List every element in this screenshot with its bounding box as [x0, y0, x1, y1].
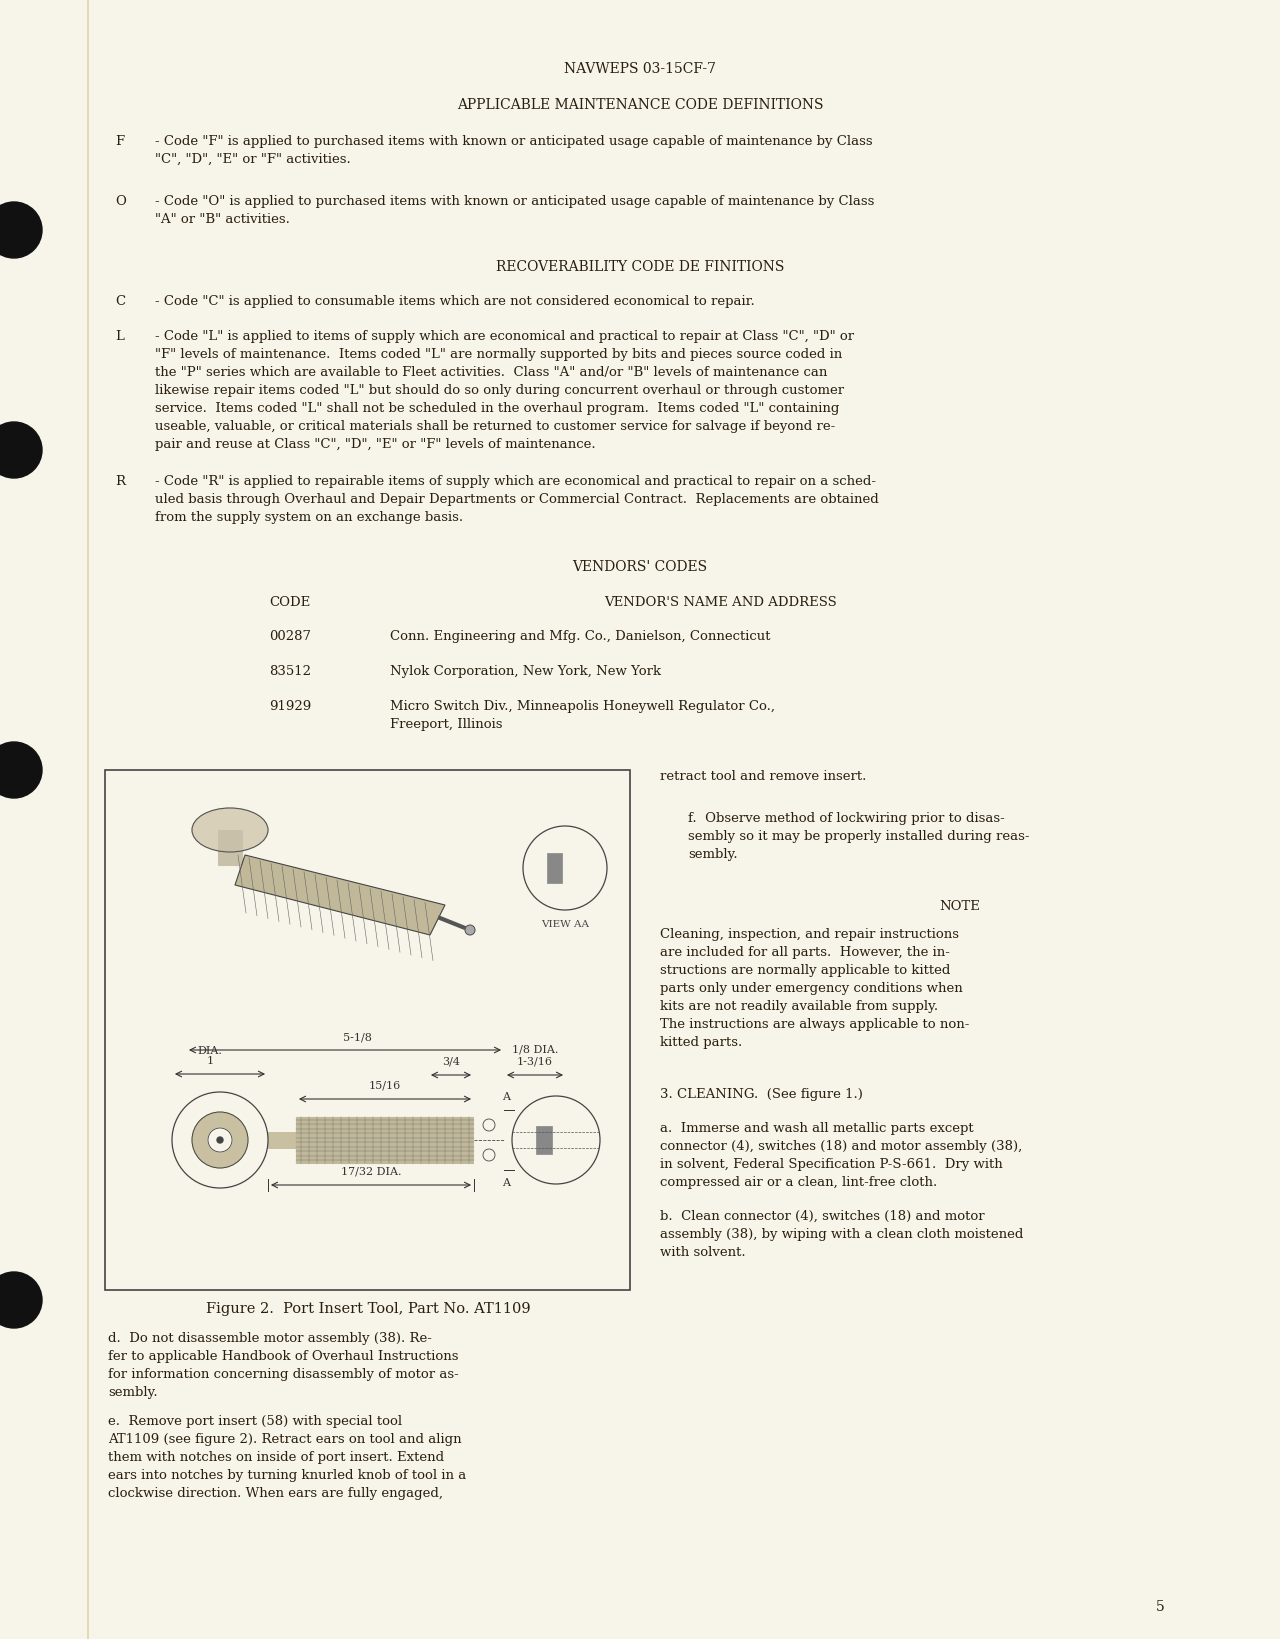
Circle shape	[483, 1149, 495, 1160]
Bar	[105, 770, 630, 1290]
Text: f.  Observe method of lockwiring prior to disas-: f. Observe method of lockwiring prior to…	[689, 811, 1005, 824]
Text: Figure 2.  Port Insert Tool, Part No. AT1109: Figure 2. Port Insert Tool, Part No. AT1…	[206, 1301, 530, 1316]
Text: C: C	[115, 295, 125, 308]
Text: 5-1/8: 5-1/8	[343, 1033, 371, 1042]
Text: L: L	[115, 329, 124, 343]
Text: - Code "F" is applied to purchased items with known or anticipated usage capable: - Code "F" is applied to purchased items…	[155, 134, 873, 148]
Text: Cleaning, inspection, and repair instructions: Cleaning, inspection, and repair instruc…	[660, 928, 959, 941]
Circle shape	[0, 421, 42, 479]
Circle shape	[0, 1272, 42, 1328]
Bar	[218, 829, 242, 865]
Circle shape	[0, 202, 42, 257]
Text: DIA.: DIA.	[197, 1046, 223, 1056]
Text: for information concerning disassembly of motor as-: for information concerning disassembly o…	[108, 1369, 458, 1382]
Text: - Code "L" is applied to items of supply which are economical and practical to r: - Code "L" is applied to items of supply…	[155, 329, 854, 343]
Bar	[536, 1126, 552, 1154]
Text: - Code "C" is applied to consumable items which are not considered economical to: - Code "C" is applied to consumable item…	[155, 295, 755, 308]
Text: 1: 1	[206, 1056, 214, 1065]
Circle shape	[524, 826, 607, 910]
Text: them with notches on inside of port insert. Extend: them with notches on inside of port inse…	[108, 1451, 444, 1464]
Text: A: A	[502, 1178, 509, 1188]
Text: Conn. Engineering and Mfg. Co., Danielson, Connecticut: Conn. Engineering and Mfg. Co., Danielso…	[390, 629, 771, 642]
Text: sembly.: sembly.	[108, 1387, 157, 1400]
Text: useable, valuable, or critical materials shall be returned to customer service f: useable, valuable, or critical materials…	[155, 420, 836, 433]
Bar	[547, 852, 562, 883]
Text: 00287: 00287	[269, 629, 311, 642]
Text: VENDOR'S NAME AND ADDRESS: VENDOR'S NAME AND ADDRESS	[604, 597, 836, 610]
Text: "A" or "B" activities.: "A" or "B" activities.	[155, 213, 289, 226]
Text: in solvent, Federal Specification P-S-661.  Dry with: in solvent, Federal Specification P-S-66…	[660, 1159, 1002, 1170]
Circle shape	[512, 1096, 600, 1183]
Text: 1-3/16: 1-3/16	[517, 1057, 553, 1067]
Text: Nylok Corporation, New York, New York: Nylok Corporation, New York, New York	[390, 665, 662, 679]
Text: kits are not readily available from supply.: kits are not readily available from supp…	[660, 1000, 938, 1013]
Text: clockwise direction. When ears are fully engaged,: clockwise direction. When ears are fully…	[108, 1487, 443, 1500]
Text: uled basis through Overhaul and Depair Departments or Commercial Contract.  Repl: uled basis through Overhaul and Depair D…	[155, 493, 879, 506]
Polygon shape	[236, 856, 445, 934]
Text: A: A	[502, 1092, 509, 1101]
Circle shape	[172, 1092, 268, 1188]
Text: 15/16: 15/16	[369, 1082, 401, 1092]
Text: connector (4), switches (18) and motor assembly (38),: connector (4), switches (18) and motor a…	[660, 1141, 1023, 1152]
Text: a.  Immerse and wash all metallic parts except: a. Immerse and wash all metallic parts e…	[660, 1123, 974, 1134]
Text: the "P" series which are available to Fleet activities.  Class "A" and/or "B" le: the "P" series which are available to Fl…	[155, 365, 827, 379]
Text: - Code "O" is applied to purchased items with known or anticipated usage capable: - Code "O" is applied to purchased items…	[155, 195, 874, 208]
Text: from the supply system on an exchange basis.: from the supply system on an exchange ba…	[155, 511, 463, 524]
Text: 91929: 91929	[269, 700, 311, 713]
Text: are included for all parts.  However, the in-: are included for all parts. However, the…	[660, 946, 950, 959]
Circle shape	[465, 924, 475, 934]
Text: VIEW AA: VIEW AA	[541, 919, 589, 929]
Text: compressed air or a clean, lint-free cloth.: compressed air or a clean, lint-free clo…	[660, 1177, 937, 1188]
Text: 3/4: 3/4	[442, 1057, 460, 1067]
Text: O: O	[115, 195, 125, 208]
Text: sembly.: sembly.	[689, 847, 737, 860]
Text: APPLICABLE MAINTENANCE CODE DEFINITIONS: APPLICABLE MAINTENANCE CODE DEFINITIONS	[457, 98, 823, 111]
Text: d.  Do not disassemble motor assembly (38). Re-: d. Do not disassemble motor assembly (38…	[108, 1333, 431, 1346]
Text: The instructions are always applicable to non-: The instructions are always applicable t…	[660, 1018, 969, 1031]
Text: ears into notches by turning knurled knob of tool in a: ears into notches by turning knurled kno…	[108, 1469, 466, 1482]
Text: "F" levels of maintenance.  Items coded "L" are normally supported by bits and p: "F" levels of maintenance. Items coded "…	[155, 347, 842, 361]
Circle shape	[0, 742, 42, 798]
Text: likewise repair items coded "L" but should do so only during concurrent overhaul: likewise repair items coded "L" but shou…	[155, 384, 844, 397]
Text: 83512: 83512	[269, 665, 311, 679]
Circle shape	[192, 1111, 248, 1169]
Text: service.  Items coded "L" shall not be scheduled in the overhaul program.  Items: service. Items coded "L" shall not be sc…	[155, 402, 840, 415]
Bar	[268, 1133, 296, 1147]
Text: Freeport, Illinois: Freeport, Illinois	[390, 718, 503, 731]
Text: e.  Remove port insert (58) with special tool: e. Remove port insert (58) with special …	[108, 1414, 402, 1428]
Ellipse shape	[192, 808, 268, 852]
Bar	[561, 1126, 576, 1154]
Text: sembly so it may be properly installed during reas-: sembly so it may be properly installed d…	[689, 829, 1029, 842]
Text: NAVWEPS 03-15CF-7: NAVWEPS 03-15CF-7	[564, 62, 716, 75]
Text: 17/32 DIA.: 17/32 DIA.	[340, 1167, 402, 1177]
Text: Micro Switch Div., Minneapolis Honeywell Regulator Co.,: Micro Switch Div., Minneapolis Honeywell…	[390, 700, 774, 713]
Bar	[474, 1110, 504, 1170]
Bar	[296, 1118, 474, 1164]
Bar	[568, 852, 582, 883]
Text: with solvent.: with solvent.	[660, 1246, 746, 1259]
Circle shape	[218, 1137, 223, 1142]
Text: pair and reuse at Class "C", "D", "E" or "F" levels of maintenance.: pair and reuse at Class "C", "D", "E" or…	[155, 438, 595, 451]
Text: assembly (38), by wiping with a clean cloth moistened: assembly (38), by wiping with a clean cl…	[660, 1228, 1024, 1241]
Text: b.  Clean connector (4), switches (18) and motor: b. Clean connector (4), switches (18) an…	[660, 1210, 984, 1223]
Text: retract tool and remove insert.: retract tool and remove insert.	[660, 770, 867, 783]
Circle shape	[207, 1128, 232, 1152]
Text: - Code "R" is applied to repairable items of supply which are economical and pra: - Code "R" is applied to repairable item…	[155, 475, 876, 488]
Text: AT1109 (see figure 2). Retract ears on tool and align: AT1109 (see figure 2). Retract ears on t…	[108, 1432, 462, 1446]
Text: 5: 5	[1156, 1600, 1165, 1614]
Text: "C", "D", "E" or "F" activities.: "C", "D", "E" or "F" activities.	[155, 152, 351, 166]
Text: 3. CLEANING.  (See figure 1.): 3. CLEANING. (See figure 1.)	[660, 1088, 863, 1101]
Text: CODE: CODE	[269, 597, 311, 610]
Text: VENDORS' CODES: VENDORS' CODES	[572, 561, 708, 574]
Text: fer to applicable Handbook of Overhaul Instructions: fer to applicable Handbook of Overhaul I…	[108, 1351, 458, 1364]
Text: R: R	[115, 475, 125, 488]
Text: parts only under emergency conditions when: parts only under emergency conditions wh…	[660, 982, 963, 995]
Text: RECOVERABILITY CODE DE FINITIONS: RECOVERABILITY CODE DE FINITIONS	[495, 261, 785, 274]
Text: NOTE: NOTE	[940, 900, 980, 913]
Text: 1/8 DIA.: 1/8 DIA.	[512, 1046, 558, 1056]
Text: kitted parts.: kitted parts.	[660, 1036, 742, 1049]
Text: F: F	[115, 134, 124, 148]
Circle shape	[483, 1119, 495, 1131]
Text: structions are normally applicable to kitted: structions are normally applicable to ki…	[660, 964, 950, 977]
